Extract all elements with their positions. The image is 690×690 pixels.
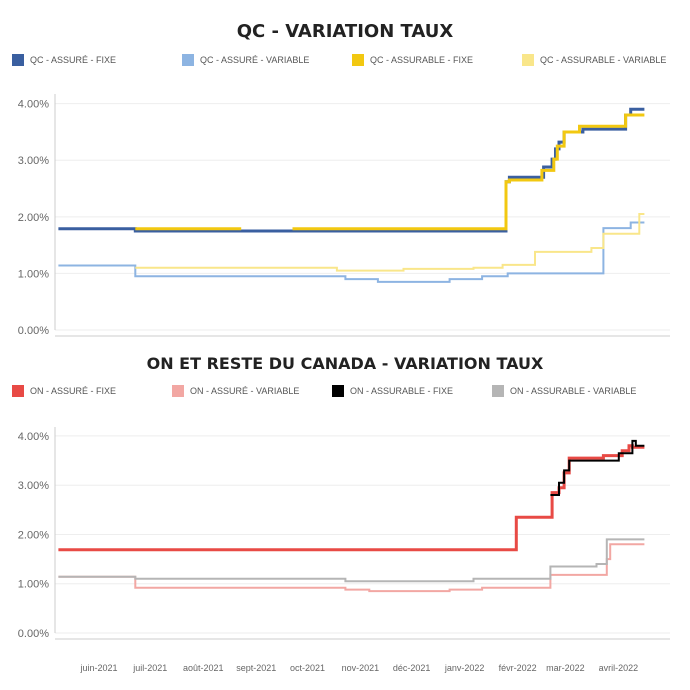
legend-swatch bbox=[172, 385, 184, 397]
y-tick-label: 4.00% bbox=[18, 431, 49, 443]
legend-swatch bbox=[12, 54, 24, 66]
y-tick-label: 3.00% bbox=[18, 155, 49, 167]
y-tick-label: 2.00% bbox=[18, 529, 49, 541]
series-line bbox=[58, 221, 645, 283]
y-tick-label: 0.00% bbox=[18, 325, 49, 337]
x-tick-label: janv-2022 bbox=[444, 663, 485, 673]
y-tick-label: 0.00% bbox=[18, 628, 49, 640]
legend-label: QC - ASSURÉ - FIXE bbox=[30, 55, 116, 65]
x-tick-label: juin-2021 bbox=[80, 663, 118, 673]
x-tick-label: févr-2022 bbox=[499, 663, 537, 673]
legend-label: ON - ASSURABLE - VARIABLE bbox=[510, 386, 636, 396]
x-tick-label: nov-2021 bbox=[342, 663, 380, 673]
legend-label: QC - ASSURABLE - FIXE bbox=[370, 55, 473, 65]
legend-label: ON - ASSURÉ - VARIABLE bbox=[190, 386, 299, 396]
y-tick-label: 2.00% bbox=[18, 212, 49, 224]
y-tick-label: 1.00% bbox=[18, 579, 49, 591]
legend-label: ON - ASSURABLE - FIXE bbox=[350, 386, 453, 396]
x-tick-label: juil-2021 bbox=[132, 663, 167, 673]
x-tick-label: déc-2021 bbox=[393, 663, 431, 673]
legend-swatch bbox=[492, 385, 504, 397]
x-tick-label: avril-2022 bbox=[599, 663, 639, 673]
legend-swatch bbox=[522, 54, 534, 66]
x-tick-label: août-2021 bbox=[183, 663, 224, 673]
series-line bbox=[58, 107, 645, 233]
legend-label: QC - ASSURABLE - VARIABLE bbox=[540, 55, 666, 65]
legend-label: QC - ASSURÉ - VARIABLE bbox=[200, 55, 309, 65]
x-tick-label: mar-2022 bbox=[546, 663, 585, 673]
legend-swatch bbox=[12, 385, 24, 397]
series-line bbox=[135, 113, 645, 231]
series-line bbox=[550, 439, 645, 496]
y-tick-label: 3.00% bbox=[18, 480, 49, 492]
x-tick-label: sept-2021 bbox=[236, 663, 276, 673]
legend-swatch bbox=[352, 54, 364, 66]
legend-label: ON - ASSURÉ - FIXE bbox=[30, 386, 116, 396]
chart-title-qc: QC - VARIATION TAUX bbox=[237, 21, 454, 42]
y-tick-label: 1.00% bbox=[18, 268, 49, 280]
x-tick-label: oct-2021 bbox=[290, 663, 325, 673]
y-tick-label: 4.00% bbox=[18, 99, 49, 111]
legend-swatch bbox=[182, 54, 194, 66]
legend-swatch bbox=[332, 385, 344, 397]
chart-title-on: ON ET RESTE DU CANADA - VARIATION TAUX bbox=[147, 354, 544, 373]
series-line bbox=[58, 538, 645, 583]
series-line bbox=[135, 213, 645, 272]
